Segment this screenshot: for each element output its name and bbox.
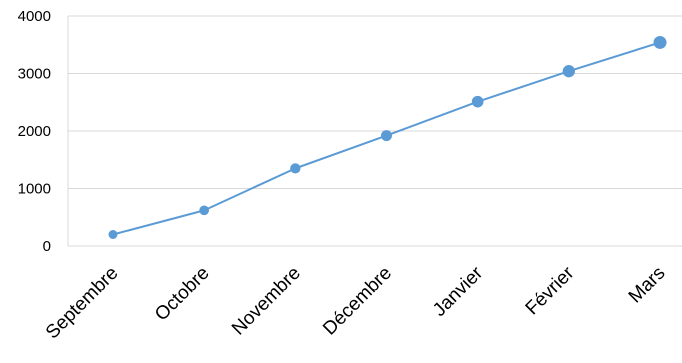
x-tick-label: Décembre — [319, 263, 396, 340]
y-tick-label: 4000 — [18, 8, 51, 25]
x-tick-label: Septembre — [42, 263, 123, 344]
axes — [67, 16, 682, 247]
data-point — [199, 205, 210, 216]
x-tick-label: Novembre — [228, 263, 305, 340]
data-point — [471, 95, 484, 108]
data-point — [290, 163, 301, 174]
gridlines — [68, 15, 682, 189]
y-tick-label: 3000 — [18, 66, 51, 83]
data-point — [381, 130, 392, 142]
y-tick-label: 1000 — [18, 181, 51, 198]
data-point — [653, 35, 667, 49]
x-tick-label: Février — [522, 262, 579, 319]
x-tick-label: Octobre — [151, 263, 214, 326]
x-axis-ticks: Septembre Octobre Novembre Décembre Janvier F… — [42, 262, 670, 343]
x-tick-label: Mars — [625, 263, 670, 308]
y-tick-label: 0 — [43, 238, 51, 255]
x-tick-label: Janvier — [429, 262, 488, 321]
y-tick-label: 2000 — [18, 123, 51, 140]
data-point — [562, 65, 575, 78]
data-point — [108, 230, 118, 239]
y-axis-ticks: 0 1000 2000 3000 4000 — [18, 8, 51, 255]
data-points — [108, 35, 667, 239]
